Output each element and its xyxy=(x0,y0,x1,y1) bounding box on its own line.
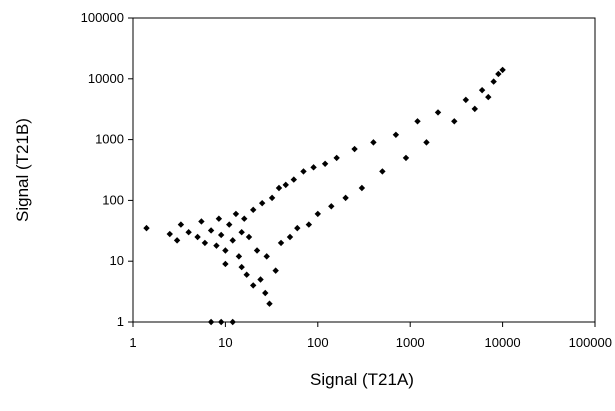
data-point xyxy=(423,139,430,146)
data-point xyxy=(275,184,283,192)
data-points xyxy=(143,66,506,326)
data-point xyxy=(173,237,181,244)
data-point xyxy=(250,206,257,214)
data-point xyxy=(238,263,245,271)
data-point xyxy=(201,239,209,247)
data-point xyxy=(266,300,273,307)
data-point xyxy=(321,160,329,167)
data-point xyxy=(243,271,250,278)
data-point xyxy=(471,105,478,113)
data-point xyxy=(305,221,313,228)
plot-area xyxy=(132,17,596,323)
x-tick-label: 1000 xyxy=(396,335,425,350)
x-tick-label: 10000 xyxy=(485,335,521,350)
data-point xyxy=(245,233,253,241)
data-point xyxy=(451,118,458,125)
data-point xyxy=(358,184,366,192)
y-tick-label: 100000 xyxy=(81,10,124,25)
data-point xyxy=(177,221,185,228)
data-point xyxy=(272,267,279,274)
data-point xyxy=(277,239,285,247)
data-point xyxy=(379,168,386,175)
data-point xyxy=(229,237,236,244)
data-point xyxy=(495,70,502,78)
y-axis-title: Signal (T21B) xyxy=(13,118,32,222)
data-point xyxy=(300,168,307,175)
data-point xyxy=(268,194,276,202)
data-point xyxy=(490,78,497,85)
y-axis-ticks: 1 10 100 1000 10000 100000 xyxy=(81,10,133,329)
data-point xyxy=(485,93,492,101)
data-point xyxy=(194,233,201,241)
data-point xyxy=(250,282,257,289)
data-point xyxy=(333,154,340,162)
data-point xyxy=(217,318,225,326)
x-axis-ticks: 1 10 100 1000 10000 100000 xyxy=(129,322,612,350)
data-point xyxy=(241,215,248,222)
data-point xyxy=(207,227,215,234)
data-point xyxy=(294,224,301,232)
x-tick-label: 100 xyxy=(307,335,329,350)
data-point xyxy=(286,233,294,241)
data-point xyxy=(143,224,150,232)
data-point xyxy=(414,118,421,125)
data-point xyxy=(257,276,264,283)
data-point xyxy=(282,181,289,189)
y-tick-label: 10 xyxy=(110,253,124,268)
data-point xyxy=(370,139,377,146)
data-point xyxy=(328,203,335,210)
data-point xyxy=(185,228,192,236)
data-point xyxy=(351,145,358,153)
data-point xyxy=(213,242,220,249)
data-point xyxy=(253,247,261,254)
data-point xyxy=(462,96,470,104)
data-point xyxy=(222,247,229,254)
data-point xyxy=(215,215,223,222)
data-point xyxy=(232,210,240,218)
data-point xyxy=(262,289,269,297)
x-tick-label: 100000 xyxy=(569,335,612,350)
data-point xyxy=(434,109,442,116)
x-tick-label: 10 xyxy=(218,335,232,350)
data-point xyxy=(198,218,205,225)
data-point xyxy=(263,253,270,260)
data-point xyxy=(478,86,486,94)
data-point xyxy=(342,194,349,202)
data-point xyxy=(310,164,317,171)
data-point xyxy=(499,66,506,74)
y-tick-label: 100 xyxy=(102,192,124,207)
x-tick-label: 1 xyxy=(129,335,136,350)
data-point xyxy=(207,318,215,326)
data-point xyxy=(392,131,400,138)
y-tick-label: 10000 xyxy=(88,71,124,86)
y-tick-label: 1 xyxy=(117,314,124,329)
x-axis-title: Signal (T21A) xyxy=(310,370,414,389)
data-point xyxy=(235,253,243,260)
data-point xyxy=(402,154,410,162)
data-point xyxy=(229,318,236,326)
data-point xyxy=(238,228,245,236)
data-point xyxy=(290,176,298,183)
data-point xyxy=(217,231,225,239)
data-point xyxy=(222,260,229,268)
data-point xyxy=(258,199,266,207)
data-point xyxy=(166,230,173,238)
data-point xyxy=(314,210,321,218)
data-point xyxy=(226,221,233,228)
y-tick-label: 1000 xyxy=(95,132,124,147)
